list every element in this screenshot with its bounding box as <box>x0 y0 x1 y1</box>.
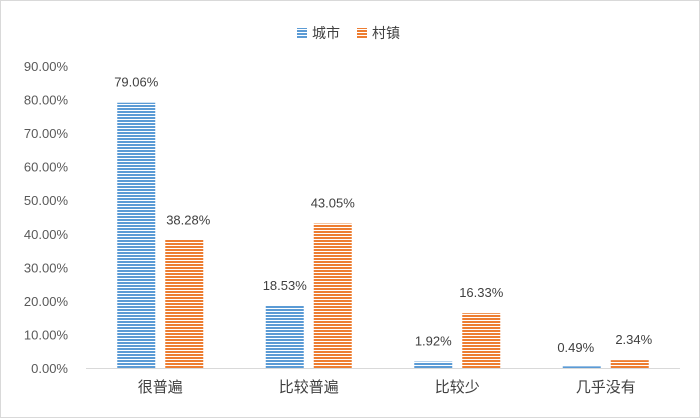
bar-town-3 <box>610 360 649 368</box>
x-tick-label-2: 比较少 <box>435 378 480 396</box>
legend-label-city: 城市 <box>312 25 340 42</box>
data-label-city-0: 79.06% <box>114 75 159 90</box>
y-tick-label: 80.00% <box>24 93 69 108</box>
data-label-town-3: 2.34% <box>615 332 652 347</box>
data-label-city-3: 0.49% <box>557 340 594 355</box>
legend-swatch-city <box>297 28 307 38</box>
x-tick-label-1: 比较普遍 <box>279 378 339 396</box>
x-tick-label-3: 几乎没有 <box>576 378 636 396</box>
bars <box>117 102 649 368</box>
bar-city-3 <box>562 366 601 368</box>
data-label-town-0: 38.28% <box>166 213 211 228</box>
y-tick-label: 30.00% <box>24 260 69 275</box>
bar-town-1 <box>313 223 352 368</box>
data-label-town-2: 16.33% <box>459 285 504 300</box>
y-axis: 0.00% 10.00% 20.00% 30.00% 40.00% 50.00% 60.00… <box>24 59 69 376</box>
bar-city-0 <box>117 102 156 368</box>
bar-town-2 <box>462 313 501 368</box>
y-tick-label: 20.00% <box>24 294 69 309</box>
bar-town-0 <box>165 239 204 368</box>
y-tick-label: 50.00% <box>24 193 69 208</box>
x-axis: 很普遍 比较普遍 比较少 几乎没有 <box>138 378 636 396</box>
bar-city-2 <box>414 361 453 368</box>
y-tick-label: 90.00% <box>24 59 69 74</box>
legend-swatch-town <box>357 28 367 38</box>
y-tick-label: 10.00% <box>24 327 69 342</box>
data-labels: 79.06% 38.28% 18.53% 43.05% 1.92% 16.33% 0.49%… <box>114 75 652 355</box>
y-tick-label: 60.00% <box>24 160 69 175</box>
y-tick-label: 70.00% <box>24 126 69 141</box>
data-label-city-1: 18.53% <box>263 278 308 293</box>
y-tick-label: 40.00% <box>24 227 69 242</box>
x-tick-label-0: 很普遍 <box>138 378 183 396</box>
data-label-town-1: 43.05% <box>311 196 356 211</box>
data-label-city-2: 1.92% <box>415 334 452 349</box>
y-tick-label: 0.00% <box>31 361 68 376</box>
legend: 城市 村镇 <box>297 25 400 42</box>
bar-city-1 <box>265 305 304 368</box>
legend-label-town: 村镇 <box>372 26 400 42</box>
